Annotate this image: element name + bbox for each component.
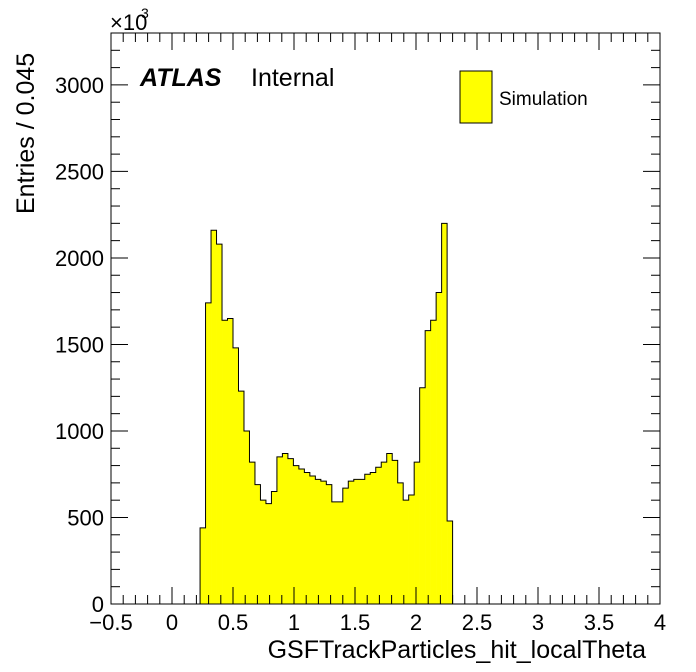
histogram-bin — [287, 458, 294, 604]
histogram-bin — [320, 481, 327, 604]
histogram-bin — [243, 430, 250, 604]
x-tick-label: 2.5 — [462, 610, 493, 635]
histogram-bin — [403, 500, 409, 604]
histogram-bin — [254, 484, 261, 604]
legend-swatch — [459, 70, 493, 124]
histogram-bin — [348, 481, 355, 604]
histogram-bin — [419, 387, 426, 604]
legend-label: Simulation — [499, 89, 588, 110]
histogram-bin — [326, 484, 333, 604]
histogram-bin — [282, 453, 289, 604]
histogram-bin — [216, 244, 223, 604]
x-tick-label: 0 — [166, 610, 178, 635]
y-tick-label: 500 — [67, 505, 104, 530]
histogram-bin — [309, 475, 316, 604]
histogram-outline — [199, 222, 454, 604]
histogram-bin — [200, 527, 206, 604]
x-tick-label: 1 — [288, 610, 300, 635]
axis-ticks — [110, 32, 661, 605]
histogram-bin — [353, 479, 360, 604]
histogram-bin — [260, 500, 267, 604]
histogram-bin — [447, 520, 453, 604]
histogram-bin — [436, 292, 442, 604]
histogram-bin — [271, 491, 278, 604]
histogram-bin — [304, 472, 311, 604]
x-tick-label: 0.5 — [218, 610, 249, 635]
histogram-bin — [386, 453, 393, 604]
internal-label: Internal — [251, 64, 334, 92]
histogram-bin — [211, 230, 217, 604]
x-tick-label: 2 — [410, 610, 422, 635]
histogram-bars — [199, 222, 454, 605]
x-tick-label: 3.5 — [584, 610, 615, 635]
atlas-label: ATLAS — [139, 64, 222, 92]
histogram-bin — [337, 501, 344, 604]
histogram-bin — [364, 474, 371, 604]
histogram-bin — [233, 347, 239, 604]
histogram-bin — [342, 488, 349, 604]
y-multiplier: ×10 — [110, 10, 147, 35]
histogram-bin — [293, 465, 300, 604]
histogram-bin — [414, 462, 420, 604]
histogram-bin — [425, 330, 431, 604]
plot-frame — [110, 32, 661, 605]
histogram-bin — [331, 501, 338, 604]
histogram-bin — [265, 503, 272, 604]
histogram-bin — [298, 469, 305, 604]
histogram-bin — [249, 462, 256, 604]
y-tick-label: 1000 — [55, 419, 104, 444]
histogram-bin — [408, 494, 415, 604]
tick-labels: −0.5 0 0.5 1 1.5 2 2.5 3 3.5 40500100015002000250… — [55, 73, 666, 635]
x-tick-label: 1.5 — [340, 610, 371, 635]
x-tick-label: 3 — [532, 610, 544, 635]
y-tick-label: 2000 — [55, 246, 104, 271]
y-tick-label: 1500 — [55, 332, 104, 357]
histogram-bin — [222, 320, 228, 604]
histogram-bin — [375, 467, 382, 604]
histogram-bin — [205, 302, 212, 604]
y-tick-label: 3000 — [55, 73, 104, 98]
y-tick-label: 0 — [92, 592, 104, 617]
histogram-bin — [370, 472, 377, 604]
x-tick-label: −0.5 — [89, 610, 132, 635]
histogram-bin — [238, 391, 245, 604]
histogram-bin — [315, 479, 322, 604]
histogram-bin — [359, 479, 366, 604]
y-multiplier-exponent: 3 — [141, 5, 149, 21]
histogram-bin — [381, 462, 388, 604]
histogram-bin — [392, 460, 398, 604]
histogram-bin — [397, 482, 404, 604]
histogram-bin — [441, 223, 448, 605]
histogram-bin — [430, 320, 437, 604]
histogram-bin — [227, 318, 234, 604]
x-tick-label: 4 — [654, 610, 666, 635]
y-tick-label: 2500 — [55, 159, 104, 184]
x-axis-title: GSFTrackParticles_hit_localTheta — [268, 636, 646, 664]
y-axis-title: Entries / 0.045 — [12, 53, 40, 214]
histogram-bin — [276, 456, 283, 604]
